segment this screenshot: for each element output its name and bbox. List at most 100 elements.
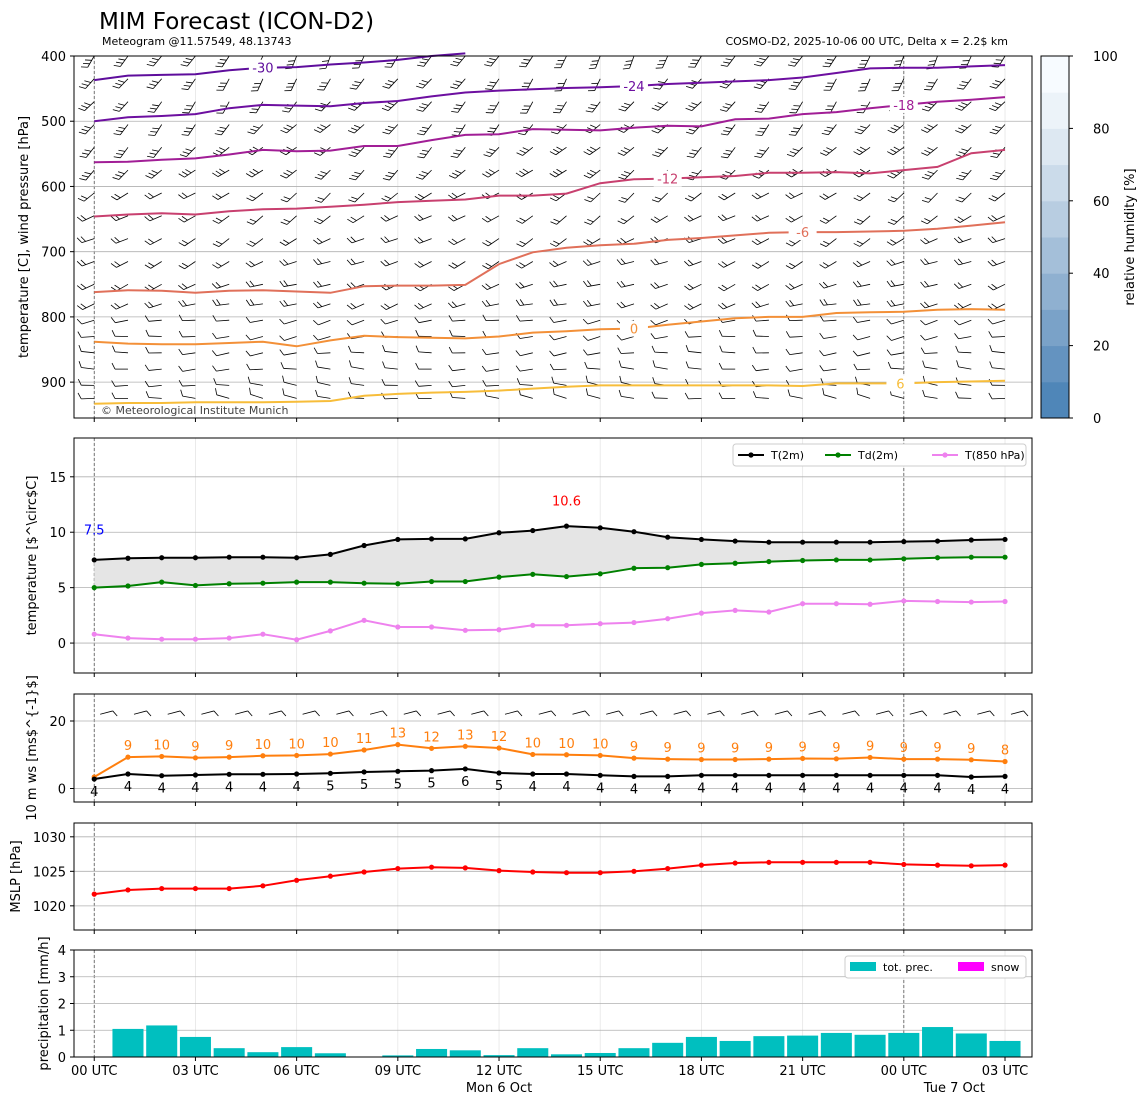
wind-barb	[685, 101, 702, 111]
wind-barb	[484, 55, 500, 67]
t2m-line-point	[934, 538, 941, 544]
wind-barb	[348, 345, 365, 354]
t850-line	[94, 599, 1006, 641]
gust-line-point	[192, 755, 199, 761]
t850-line-point	[395, 624, 401, 630]
wind-barb	[821, 124, 837, 136]
wind-barb	[718, 283, 736, 292]
wind-barb	[549, 316, 567, 323]
precip-bar	[955, 1033, 987, 1057]
wind-barb	[268, 710, 287, 717]
wind-barb	[684, 331, 702, 338]
wind-barb	[585, 388, 601, 399]
td2m-line-point	[530, 571, 536, 577]
t850-line-point	[462, 627, 468, 633]
wind-barb	[920, 301, 938, 309]
wind-barb	[181, 124, 196, 136]
gust-label: 10	[524, 736, 541, 751]
wind-barb	[582, 335, 601, 341]
isotherm-label-bg	[619, 320, 648, 337]
wind-barb	[481, 215, 500, 223]
gust-line	[93, 743, 1006, 778]
wind-barb	[313, 334, 331, 341]
wind-barb	[819, 350, 837, 357]
wind-barb	[380, 259, 398, 267]
precip-bar	[753, 1036, 785, 1057]
isotherm-label: -6	[796, 226, 809, 241]
wind-barb	[76, 283, 95, 291]
wind-barb	[718, 362, 736, 370]
isotherm-label-bg	[619, 78, 648, 95]
wind-barb	[383, 147, 399, 158]
colorbar-tick-label: 100	[1093, 50, 1118, 65]
wind-barb	[516, 315, 533, 322]
wind-barb	[717, 302, 736, 310]
wind-barb	[144, 261, 162, 269]
mslp-line	[94, 861, 1006, 896]
wind-barb	[584, 361, 601, 370]
windspeed-line-point	[361, 769, 367, 775]
wind-barb	[788, 124, 803, 136]
wind-barb	[111, 330, 129, 337]
wind-barb	[853, 363, 871, 371]
wind-barb	[785, 331, 803, 338]
panel-border	[73, 822, 1033, 931]
windspeed-label: 4	[967, 783, 975, 798]
gust-label: 12	[423, 730, 440, 745]
wind-barb	[215, 55, 230, 68]
wind-barb	[753, 78, 770, 89]
precip-bar	[618, 1048, 650, 1057]
t2m-line-point	[294, 555, 300, 561]
t850-line-point	[631, 619, 637, 626]
mslp-line-point	[361, 869, 367, 875]
wind-barb	[167, 710, 186, 717]
wind-barb	[380, 303, 398, 310]
t2m-line-point	[395, 536, 401, 543]
wind-barb	[651, 192, 668, 203]
mslp-line-point	[867, 859, 873, 865]
wind-barb	[382, 124, 399, 135]
wind-barb	[955, 391, 972, 399]
wind-barb	[515, 350, 533, 357]
wind-barb	[673, 710, 692, 717]
precip-bar	[247, 1052, 279, 1057]
wind-barb	[553, 101, 567, 114]
windspeed-line	[94, 767, 1006, 780]
windspeed-label: 6	[461, 775, 469, 790]
mslp-line-point	[901, 861, 907, 868]
gust-line-point	[968, 757, 974, 763]
t2m-line-point	[867, 539, 873, 545]
wind-barb	[652, 360, 668, 370]
td2m-line-point	[192, 582, 199, 589]
wind-barb	[685, 361, 702, 370]
x-tick-label: 12 UTC	[476, 1064, 522, 1079]
wind-barb	[753, 55, 770, 67]
td2m-line-point	[327, 579, 333, 585]
t850-line-point	[530, 622, 536, 628]
wind-barb	[212, 332, 230, 339]
wind-barb	[920, 237, 938, 245]
gust-line-point	[597, 752, 603, 759]
isotherm-label-bg	[889, 96, 918, 113]
precip-bar	[416, 1048, 448, 1057]
t850-line-point	[125, 635, 131, 641]
wind-barb	[76, 303, 95, 310]
windspeed-line-point	[530, 771, 536, 777]
wind-barb	[789, 101, 803, 114]
gust-label: 9	[697, 741, 705, 756]
wind-barb	[652, 147, 668, 158]
wind-barb	[572, 710, 590, 717]
wind-barb	[515, 261, 534, 269]
windspeed-line-point	[800, 772, 806, 778]
wind-barb	[380, 215, 398, 222]
wind-barb	[955, 124, 972, 134]
t850-line-point	[294, 637, 300, 643]
wind-barb	[650, 302, 668, 310]
wind-barb	[606, 710, 624, 717]
td2m-line-point	[901, 556, 907, 562]
precip-bar	[888, 1032, 920, 1057]
gust-label: 10	[558, 737, 575, 752]
wind-barb	[650, 333, 668, 340]
wind-barb	[348, 377, 365, 386]
wind-barb	[279, 238, 297, 246]
